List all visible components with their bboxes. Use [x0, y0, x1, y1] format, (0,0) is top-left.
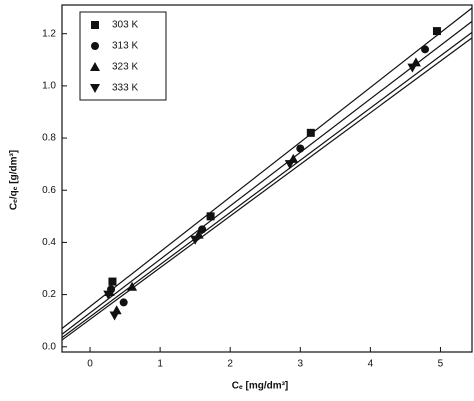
marker [407, 63, 418, 73]
y-axis-label: Cₑ/qₑ [g/dm³] [9, 150, 20, 210]
marker [90, 62, 100, 71]
y-tick-label: 0.4 [42, 237, 56, 248]
marker [91, 21, 99, 29]
marker [119, 298, 128, 307]
marker [296, 144, 305, 153]
marker [190, 235, 201, 245]
marker [206, 212, 215, 221]
marker [109, 311, 120, 321]
fit-line [61, 37, 473, 341]
plot-frame [61, 4, 473, 353]
y-tick-label: 0.0 [42, 341, 56, 352]
legend-label: 333 K [112, 83, 138, 94]
x-axis-label: Cₑ [mg/dm³] [232, 381, 289, 392]
fit-line [61, 20, 473, 335]
fit-line [61, 7, 473, 329]
y-tick-label: 0.8 [42, 133, 56, 144]
y-tick-label: 0.6 [42, 185, 56, 196]
legend-label: 323 K [112, 62, 138, 73]
y-tick-label: 1.0 [42, 81, 56, 92]
x-tick-label: 1 [157, 359, 163, 370]
y-tick-label: 1.2 [42, 28, 56, 39]
marker [421, 45, 430, 54]
marker [127, 281, 138, 291]
marker [306, 128, 315, 137]
x-tick-label: 4 [368, 359, 374, 370]
x-tick-label: 3 [298, 359, 304, 370]
marker [108, 277, 117, 286]
x-tick-label: 5 [438, 359, 444, 370]
marker [432, 27, 441, 36]
marker [91, 42, 99, 50]
legend-label: 303 K [112, 20, 138, 31]
y-tick-label: 0.2 [42, 289, 56, 300]
x-tick-label: 0 [87, 359, 93, 370]
marker [284, 160, 295, 170]
x-tick-label: 2 [227, 359, 233, 370]
legend-label: 313 K [112, 41, 138, 52]
marker [90, 84, 100, 93]
marker [103, 290, 114, 300]
